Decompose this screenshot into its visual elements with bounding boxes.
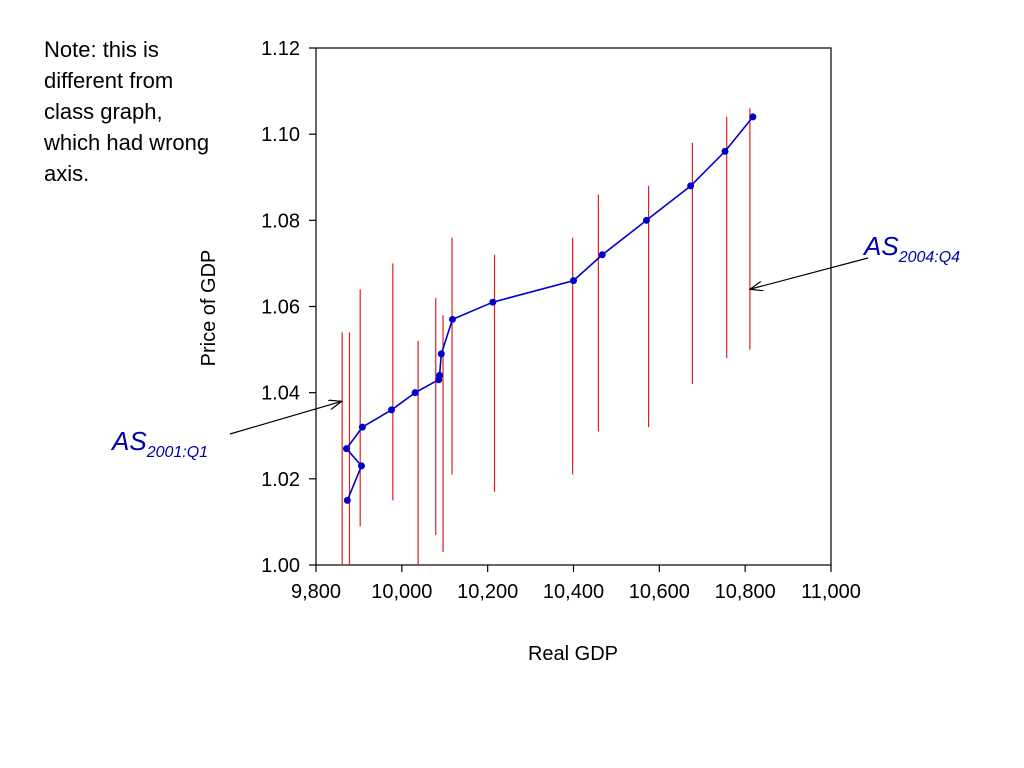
note-text: Note: this is different from class graph… <box>44 37 210 186</box>
y-tick-label-1: 1.02 <box>261 469 300 491</box>
y-tick-label-5: 1.10 <box>261 124 300 146</box>
annotation-sub-0: 2001:Q1 <box>146 444 208 461</box>
data-point-12 <box>598 251 606 259</box>
data-point-14 <box>687 182 695 190</box>
annotation-label-1: AS2004:Q4 <box>862 231 960 266</box>
y-tick-label-4: 1.08 <box>261 210 300 232</box>
data-point-15 <box>721 147 729 155</box>
annotation-main-1: AS <box>862 231 899 261</box>
data-point-9 <box>448 315 456 323</box>
data-point-13 <box>642 216 650 224</box>
data-point-8 <box>437 350 445 358</box>
data-point-2 <box>342 445 350 453</box>
vertical-bars <box>341 108 751 565</box>
series-line <box>342 113 757 504</box>
annotation-arrow-1 <box>750 257 869 289</box>
annotation-main-0: AS <box>110 426 147 456</box>
y-tick-label-6: 1.12 <box>261 38 300 60</box>
y-tick-label-0: 1.00 <box>261 555 300 577</box>
data-point-16 <box>749 113 757 121</box>
x-tick-label-2: 10,200 <box>457 581 518 603</box>
annotation-label-0: AS2001:Q1 <box>110 426 208 461</box>
data-point-11 <box>570 277 577 285</box>
x-tick-label-3: 10,400 <box>543 581 604 603</box>
y-axis-title: Price of GDP <box>198 250 220 367</box>
x-tick-label-1: 10,000 <box>371 581 432 603</box>
data-point-7 <box>436 371 444 379</box>
x-tick-label-6: 11,000 <box>801 581 861 603</box>
x-axis-title: Real GDP <box>528 643 618 665</box>
x-tick-label-5: 10,800 <box>715 581 776 603</box>
axis-ticks: 9,800 10,000 10,200 10,400 10,600 10,800 11,00… <box>261 38 861 603</box>
data-point-4 <box>388 406 396 414</box>
x-tick-label-0: 9,800 <box>291 581 341 603</box>
data-point-3 <box>358 423 366 431</box>
annotation-arrow-0 <box>229 401 342 435</box>
data-point-1 <box>357 462 365 470</box>
data-point-0 <box>343 496 351 504</box>
data-point-5 <box>411 389 419 397</box>
x-tick-label-4: 10,600 <box>629 581 690 603</box>
y-tick-label-2: 1.04 <box>261 383 300 405</box>
data-point-10 <box>489 298 497 306</box>
annotation-sub-1: 2004:Q4 <box>898 249 960 266</box>
y-tick-label-3: 1.06 <box>261 297 300 319</box>
